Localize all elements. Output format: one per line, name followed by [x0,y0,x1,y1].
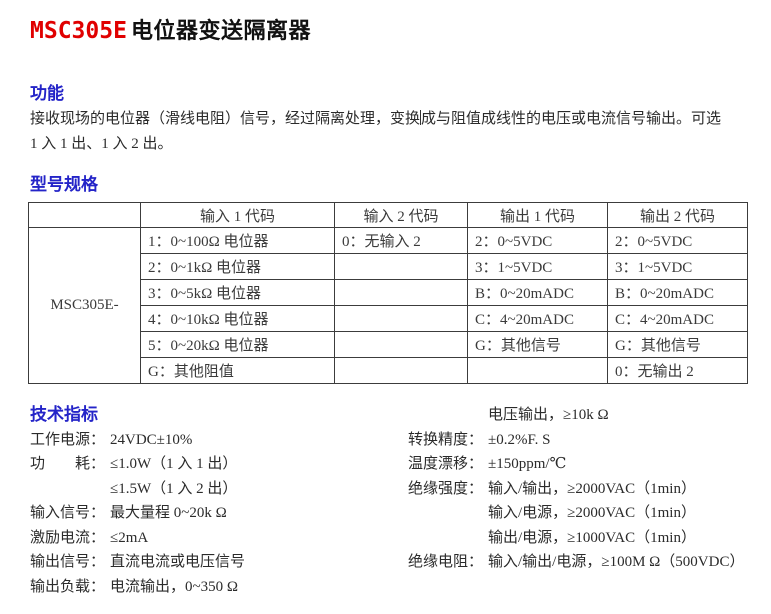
table-cell: 2：0~5VDC [607,227,748,254]
table-header-input2: 输入 2 代码 [334,202,468,228]
table-cell: 4：0~10kΩ 电位器 [140,305,335,332]
spec-label: 输出负载： [30,578,106,595]
spec-value: 直流电流或电压信号 [110,554,246,570]
table-cell: C：4~20mADC [467,305,608,332]
table-cell: 3：1~5VDC [607,253,748,280]
table-cell: 1：0~100Ω 电位器 [140,227,335,254]
section-heading-function: 功能 [30,84,64,103]
spec-value: ≤2mA [110,529,149,546]
table-header-empty [28,202,141,228]
table-cell [334,331,468,358]
spec-row: 输出负载： 电流输出，0~350 Ω [30,575,408,600]
table-cell: G：其他阻值 [140,357,335,384]
spec-value: ±150ppm/℃ [488,456,567,472]
spec-label: 输入信号： [30,505,106,521]
table-cell: 5：0~20kΩ 电位器 [140,331,335,358]
spec-row: 输出信号： 直流电流或电压信号 [30,550,408,575]
spec-value: ≤1.5W（1 入 2 出） [110,480,238,497]
table-cell: B：0~20mADC [607,279,748,306]
spec-label [408,403,488,428]
text-caret [420,110,422,125]
tech-specs-section: 技术指标 工作电源： 24VDC±10% 功 耗： ≤1.0W（1 入 1 出）… [30,403,771,599]
function-line-1: 接收现场的电位器（滑线电阻）信号，经过隔离处理，变换成与阻值成线性的电压或电流信… [30,110,722,127]
spec-value: 最大量程 0~20k Ω [110,505,227,521]
table-cell: 3：1~5VDC [467,253,608,280]
table-cell: 2：0~1kΩ 电位器 [140,253,335,280]
spec-row: 输入/电源，≥2000VAC（1min） [408,501,768,526]
table-cell: G：其他信号 [607,331,748,358]
table-header-row: 输入 1 代码 输入 2 代码 输出 1 代码 输出 2 代码 [28,202,748,228]
spec-value: 电压输出，≥10k Ω [488,407,609,423]
spec-value: 输入/电源，≥2000VAC（1min） [488,505,696,521]
specs-left-column: 技术指标 工作电源： 24VDC±10% 功 耗： ≤1.0W（1 入 1 出）… [30,403,408,599]
specs-right-column: 电压输出，≥10k Ω 转换精度： ±0.2%F. S 温度漂移： ±150pp… [408,403,768,575]
spec-value: 输出/电源，≥1000VAC（1min） [488,529,696,546]
spec-row: ≤1.5W（1 入 2 出） [30,477,408,502]
table-cell: C：4~20mADC [607,305,748,332]
spec-row: 绝缘电阻： 输入/输出/电源，≥100M Ω（500VDC） [408,550,768,575]
spec-label: 温度漂移： [408,456,484,472]
function-paragraph: 接收现场的电位器（滑线电阻）信号，经过隔离处理，变换成与阻值成线性的电压或电流信… [30,107,767,157]
spec-row: 输出/电源，≥1000VAC（1min） [408,526,768,551]
table-cell: 3：0~5kΩ 电位器 [140,279,335,306]
table-cell [334,253,468,280]
datasheet-page: MSC305E 电位器变送隔离器 功能 接收现场的电位器（滑线电阻）信号，经过隔离… [0,18,771,614]
table-row: G：其他阻值 0：无输出 2 [29,357,748,384]
spec-label [408,526,488,551]
spec-value: 电流输出，0~350 Ω [110,578,239,595]
table-cell: G：其他信号 [467,331,608,358]
spec-label: 绝缘电阻： [408,554,484,570]
spec-value: ±0.2%F. S [488,431,551,448]
table-cell [334,305,468,332]
table-cell: B：0~20mADC [467,279,608,306]
spec-row: 输入信号： 最大量程 0~20k Ω [30,501,408,526]
table-cell: 0：无输出 2 [607,357,748,384]
model-prefix-cell: MSC305E- [28,227,141,384]
table-cell [467,357,608,384]
table-header-input1: 输入 1 代码 [140,202,335,228]
table-cell [334,357,468,384]
model-table: 输入 1 代码 输入 2 代码 输出 1 代码 输出 2 代码 MSC305E-… [28,202,748,384]
spec-label: 绝缘强度： [408,480,484,497]
spec-value: ≤1.0W（1 入 1 出） [110,456,238,472]
spec-value: 输入/输出/电源，≥100M Ω（500VDC） [488,554,745,570]
spec-label: 输出信号： [30,554,106,570]
spec-label: 功 耗： [30,456,106,472]
spec-label: 激励电流： [30,529,106,546]
spec-row: 激励电流： ≤2mA [30,526,408,551]
spec-row: 功 耗： ≤1.0W（1 入 1 出） [30,452,408,477]
function-line-2: 1 入 1 出、1 入 2 出。 [30,136,173,152]
table-header-output1: 输出 1 代码 [467,202,608,228]
model-code: MSC305E [30,18,127,44]
page-title: MSC305E 电位器变送隔离器 [30,18,771,44]
table-cell: 2：0~5VDC [467,227,608,254]
spec-label [408,501,488,526]
section-heading-specs: 技术指标 [30,405,98,424]
spec-value: 24VDC±10% [110,431,193,448]
product-name: 电位器变送隔离器 [130,18,311,43]
spec-row: 转换精度： ±0.2%F. S [408,428,768,453]
spec-value: 输入/输出，≥2000VAC（1min） [488,480,696,497]
table-row: 3：0~5kΩ 电位器 B：0~20mADC B：0~20mADC [29,279,748,306]
spec-label: 转换精度： [408,431,484,448]
spec-row: 电压输出，≥10k Ω [408,403,768,428]
table-cell [334,279,468,306]
spec-row: 工作电源： 24VDC±10% [30,428,408,453]
spec-label: 工作电源： [30,431,106,448]
table-row: MSC305E- 1：0~100Ω 电位器 0：无输入 2 2：0~5VDC 2… [28,227,748,384]
spec-row: 绝缘强度： 输入/输出，≥2000VAC（1min） [408,477,768,502]
table-cell: 0：无输入 2 [334,227,468,254]
spec-row: 温度漂移： ±150ppm/℃ [408,452,768,477]
table-header-output2: 输出 2 代码 [607,202,748,228]
section-heading-models: 型号规格 [30,175,98,194]
table-row: 4：0~10kΩ 电位器 C：4~20mADC C：4~20mADC [29,305,748,332]
spec-label [30,477,110,502]
